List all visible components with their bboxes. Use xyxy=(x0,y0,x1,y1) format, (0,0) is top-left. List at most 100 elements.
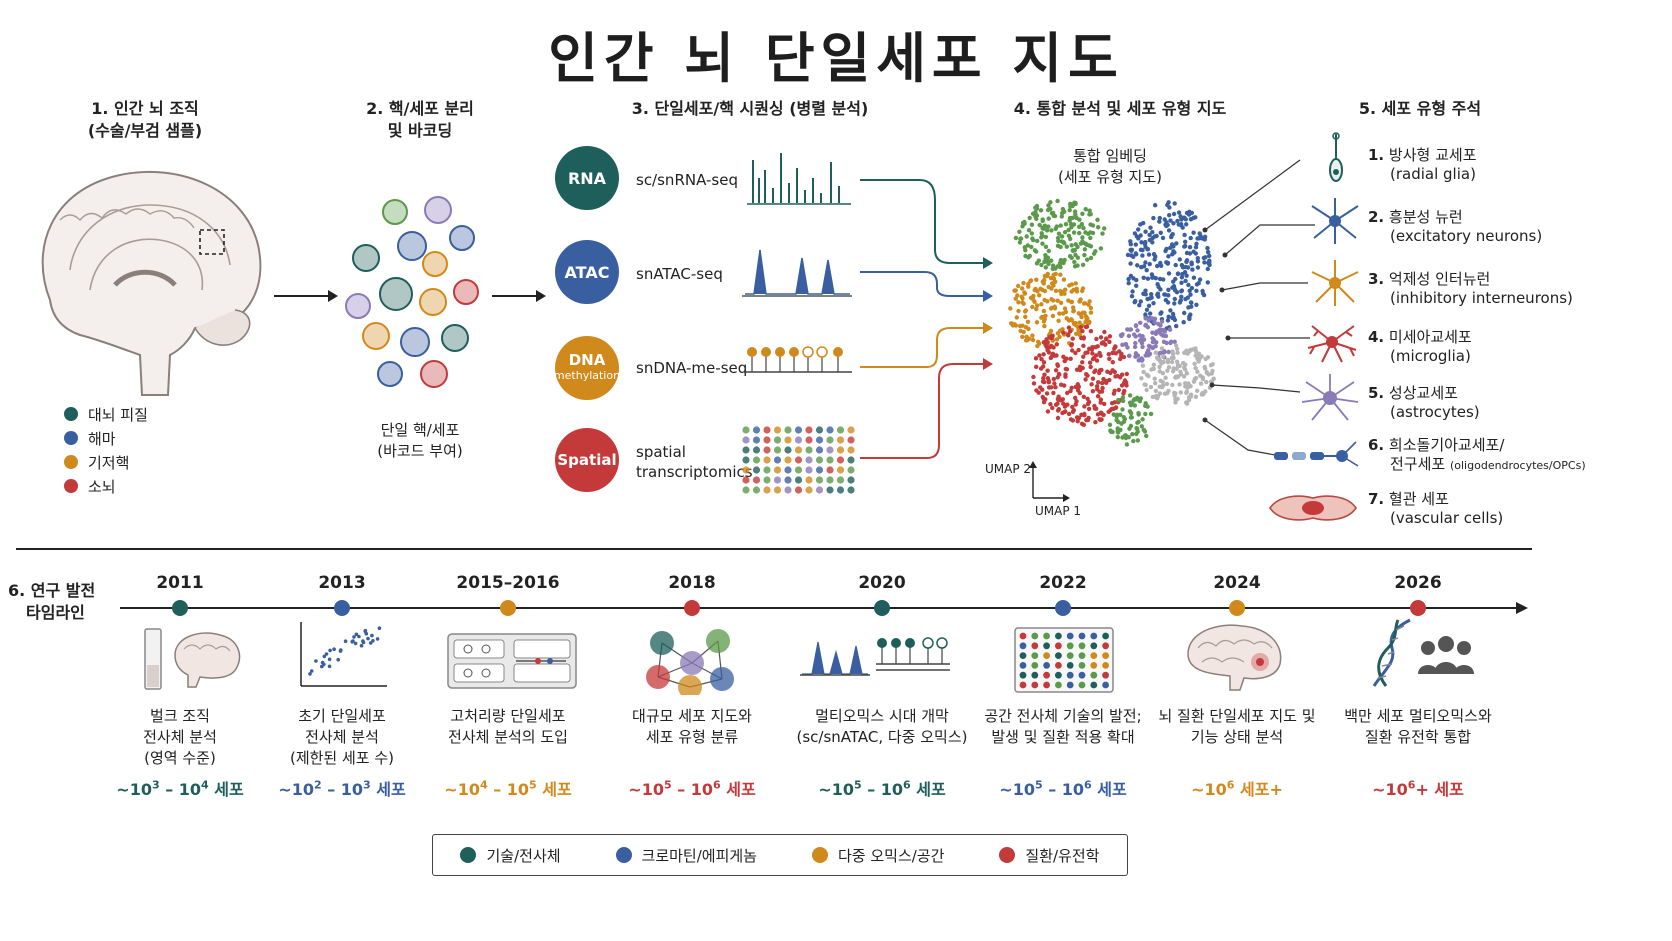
cell-type-2-annotation: 2. 흥분성 뉴런 (excitatory neurons) xyxy=(1368,208,1543,245)
step2-caption: 단일 핵/세포 (바코드 부여) xyxy=(377,421,463,460)
cell-type-1-annotation: 1. 방사형 교세포 (radial glia) xyxy=(1368,146,1477,183)
cell-type-5-annotation: 5. 성상교세포 (astrocytes) xyxy=(1368,384,1480,421)
assay-merge-arrows xyxy=(860,179,993,459)
rna-assay-label: sc/snRNA-seq xyxy=(636,171,738,189)
spatial-badge: Spatial xyxy=(555,428,619,492)
rna-expression-bars xyxy=(747,153,851,205)
cell-atlas-network-icon xyxy=(646,629,734,695)
legend-dot-icon xyxy=(999,847,1016,863)
spatial-transcriptomics-icon xyxy=(1014,627,1114,693)
timeline-event-caption: 공간 전사체 기술의 발전; 발생 및 질환 적용 확대 xyxy=(984,707,1142,746)
legend-dot-icon xyxy=(460,847,477,863)
cell-type-4-annotation: 4. 미세아교세포 (microglia) xyxy=(1368,328,1472,365)
timeline-event-caption: 초기 단일세포 전사체 분석 (제한된 세포 수) xyxy=(289,707,395,767)
legend-item-cortex: 대뇌 피질 xyxy=(64,402,148,426)
timeline-marker-icon xyxy=(1229,600,1245,616)
arrow-right-icon xyxy=(492,290,546,302)
multiomics-icon xyxy=(800,637,950,676)
legend-dot-icon xyxy=(64,455,78,469)
step3-title: 3. 단일세포/핵 시퀀싱 (병렬 분석) xyxy=(631,99,869,118)
timeline-year: 2013 xyxy=(318,573,366,593)
timeline-cell-count: ~104 – 105 세포 xyxy=(444,778,572,799)
umap-embedding xyxy=(1008,198,1216,447)
step1-title-line1: 1. 인간 뇌 조직 xyxy=(91,99,199,118)
timeline-cell-count: ~106 세포+ xyxy=(1191,778,1283,799)
spatial-assay-label: spatial transcriptomics xyxy=(636,443,753,481)
atac-assay-label: snATAC-seq xyxy=(636,265,723,283)
step5-title: 5. 세포 유형 주석 xyxy=(1358,99,1482,118)
legend-dot-icon xyxy=(811,847,828,863)
microfluidic-chip-icon xyxy=(447,633,577,689)
section-divider xyxy=(16,548,1532,550)
cell-type-7-annotation: 7. 혈관 세포 (vascular cells) xyxy=(1368,490,1504,527)
step2-title: 2. 핵/세포 분리 및 바코딩 xyxy=(366,99,474,140)
timeline-year: 2015–2016 xyxy=(456,573,560,593)
timeline-event-caption: 고처리량 단일세포 전사체 분석의 도입 xyxy=(448,707,568,746)
step1-title: 1. 인간 뇌 조직 (수술/부검 샘플) xyxy=(60,98,230,142)
step4-subtitle: 통합 임베딩 (세포 유형 지도) xyxy=(1057,147,1163,186)
timeline-year: 2026 xyxy=(1394,573,1442,593)
dna-population-icon xyxy=(1372,618,1474,687)
excitatory-neuron-icon xyxy=(1311,198,1359,244)
legend-item-tech-transcriptome: 기술/전사체 xyxy=(460,843,561,867)
step4-title: 4. 통합 분석 및 세포 유형 지도 xyxy=(1013,99,1227,118)
timeline-marker-icon xyxy=(874,600,890,616)
timeline-marker-icon xyxy=(500,600,516,616)
timeline-marker-icon xyxy=(1055,600,1071,616)
brain-disease-icon xyxy=(1187,624,1282,691)
timeline-marker-icon xyxy=(172,600,188,616)
timeline-event-caption: 벌크 조직 전사체 분석 (영역 수준) xyxy=(143,707,217,767)
timeline-year: 2011 xyxy=(156,573,204,593)
dna-methylation-badge: DNA methylation xyxy=(554,336,620,400)
inhibitory-interneuron-icon xyxy=(1311,260,1359,306)
category-legend: 기술/전사체 크로마틴/에피게놈 다중 오믹스/공간 질환/유전학 xyxy=(432,834,1128,876)
cell-type-6-annotation: 6. 희소돌기아교세포/ 전구세포 (oligodendrocytes/OPCs… xyxy=(1368,436,1586,473)
microglia-icon xyxy=(1307,325,1357,363)
legend-item-basal-ganglia: 기저핵 xyxy=(64,450,148,474)
annotation-connectors xyxy=(1202,159,1315,456)
methylation-lollipops xyxy=(744,346,852,373)
cell-type-3-annotation: 3. 억제성 인터뉴런 (inhibitory interneurons) xyxy=(1368,270,1573,307)
spatial-spot-grid xyxy=(742,426,855,494)
timeline-year: 2024 xyxy=(1213,573,1261,593)
umap-axis-y-label: UMAP 2 xyxy=(985,462,1032,476)
timeline-axis xyxy=(120,602,1528,614)
legend-item-disease-genetics: 질환/유전학 xyxy=(999,843,1099,867)
timeline-marker-icon xyxy=(1410,600,1426,616)
page-title: 인간 뇌 단일세포 지도 xyxy=(548,27,1124,90)
astrocyte-icon xyxy=(1301,374,1359,421)
legend-item-hippocampus: 해마 xyxy=(64,426,148,450)
umap-axes-icon xyxy=(1029,461,1070,502)
timeline-event-caption: 백만 세포 멀티오믹스와 질환 유전학 통합 xyxy=(1344,707,1492,746)
rna-badge: RNA xyxy=(555,146,619,210)
dna-me-assay-label: snDNA-me-seq xyxy=(636,359,748,377)
early-scrna-scatter-icon xyxy=(300,622,387,687)
legend-item-cerebellum: 소뇌 xyxy=(64,474,148,498)
legend-item-multiomics-spatial: 다중 오믹스/공간 xyxy=(811,843,944,867)
timeline-year: 2022 xyxy=(1039,573,1087,593)
atac-badge: ATAC xyxy=(555,240,619,304)
timeline-title: 6. 연구 발전 타임라인 xyxy=(8,581,96,622)
timeline-year: 2020 xyxy=(858,573,906,593)
timeline-cell-count: ~103 – 104 세포 xyxy=(116,778,244,799)
timeline-cell-count: ~105 – 106 세포 xyxy=(818,778,946,799)
umap-axis-x-label: UMAP 1 xyxy=(1035,504,1082,518)
timeline-event-caption: 멀티오믹스 시대 개막 (sc/snATAC, 다중 오믹스) xyxy=(796,707,968,746)
legend-dot-icon xyxy=(615,847,632,863)
timeline-cell-count: ~106+ 세포 xyxy=(1372,778,1464,799)
legend-dot-icon xyxy=(64,407,78,421)
step1-region-legend: 대뇌 피질 해마 기저핵 소뇌 xyxy=(64,402,148,498)
timeline-year: 2018 xyxy=(668,573,716,593)
barcoded-nuclei-illustration xyxy=(345,196,479,388)
legend-dot-icon xyxy=(64,431,78,445)
timeline-marker-icon xyxy=(334,600,350,616)
step1-title-line2: (수술/부검 샘플) xyxy=(87,121,203,140)
arrow-right-icon xyxy=(274,290,338,302)
oligodendrocyte-icon xyxy=(1274,441,1359,467)
bulk-tissue-icon xyxy=(144,628,241,690)
legend-item-chromatin-epigenome: 크로마틴/에피게놈 xyxy=(615,843,757,867)
legend-dot-icon xyxy=(64,479,78,493)
timeline-cell-count: ~102 – 103 세포 xyxy=(278,778,406,799)
radial-glia-icon xyxy=(1329,132,1343,182)
brain-sagittal-illustration xyxy=(41,170,262,396)
